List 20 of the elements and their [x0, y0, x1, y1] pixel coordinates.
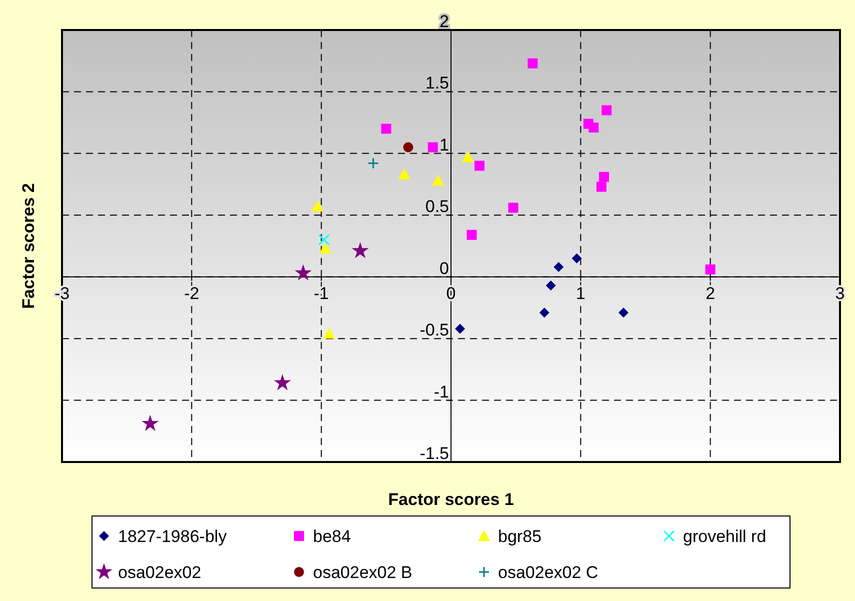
legend-label: bgr85 — [498, 527, 542, 546]
legend-label: osa02ex02 C — [498, 563, 598, 582]
y-tick-label: 0 — [440, 258, 449, 278]
y-tick-label: 1 — [440, 135, 449, 154]
y-tick-label: 2 — [440, 12, 449, 31]
x-axis-title: Factor scores 1 — [388, 490, 514, 509]
x-tick-label: 2 — [706, 284, 716, 303]
y-tick-label: 0.5 — [425, 197, 449, 216]
y-tick-label: 1.5 — [425, 74, 449, 93]
legend-label: osa02ex02 — [118, 563, 202, 582]
y-tick-label: -1.5 — [420, 444, 449, 463]
y-axis-title: Factor scores 2 — [19, 183, 38, 309]
legend-label: be84 — [313, 527, 351, 546]
y-tick-label: -0.5 — [420, 320, 449, 340]
legend-label: 1827-1986-bly — [118, 527, 228, 546]
y-tick-label: -1 — [434, 382, 449, 402]
legend-label: grovehill rd — [683, 527, 766, 546]
legend-label: osa02ex02 B — [313, 563, 412, 582]
x-tick-label: -2 — [184, 284, 200, 303]
x-tick-label: -1 — [314, 284, 329, 303]
